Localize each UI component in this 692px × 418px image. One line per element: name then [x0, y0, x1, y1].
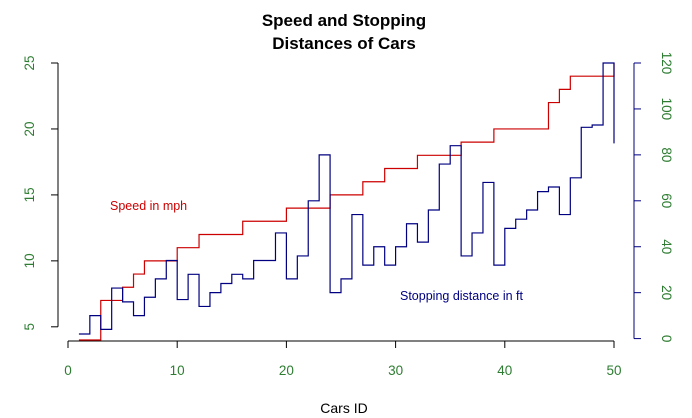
speed-line: [78, 63, 615, 341]
y-left-tick-label: 10: [22, 253, 37, 268]
y-right-tick-label: 100: [659, 98, 674, 121]
y-left-tick-label: 25: [22, 55, 37, 70]
y-right-tick-label: 120: [659, 52, 674, 75]
y-right-tick-label: 80: [659, 147, 674, 162]
y-left-tick-label: 15: [22, 187, 37, 202]
x-tick-label: 40: [497, 363, 512, 378]
x-tick-label: 30: [388, 363, 403, 378]
legend-speed: Speed in mph: [110, 199, 187, 213]
x-tick-label: 50: [606, 363, 621, 378]
y-right-tick-label: 60: [659, 193, 674, 208]
stopping-distance-line: [78, 62, 615, 335]
y-right-tick-label: 40: [659, 239, 674, 254]
x-tick-label: 10: [170, 363, 185, 378]
x-tick-label: 20: [279, 363, 294, 378]
chart-title-line-2: Distances of Cars: [272, 34, 416, 53]
y-left-tick-label: 5: [22, 323, 37, 331]
series-group: [78, 62, 615, 341]
legend-stopping-distance: Stopping distance in ft: [400, 289, 524, 303]
x-axis-title: Cars ID: [320, 400, 367, 416]
axes-group: 0 10 20 30 40 50 5 10 15 20 25 0 20 40 60 80 100 120: [22, 52, 674, 378]
x-tick-label: 0: [64, 363, 72, 378]
y-right-tick-label: 20: [659, 285, 674, 300]
chart-title-line-1: Speed and Stopping: [262, 11, 426, 30]
y-right-tick-label: 0: [659, 335, 674, 343]
y-left-tick-label: 20: [22, 121, 37, 136]
